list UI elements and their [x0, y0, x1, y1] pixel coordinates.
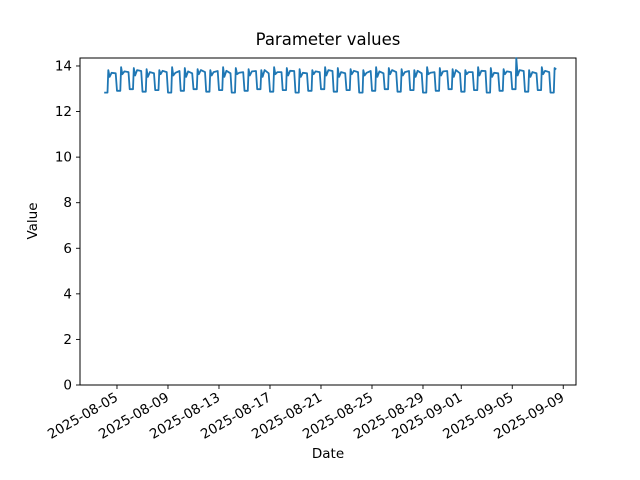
- y-tick-label: 12: [55, 104, 72, 120]
- y-tick-label: 2: [63, 332, 72, 348]
- y-tick-label: 8: [63, 195, 72, 211]
- chart-title: Parameter values: [255, 30, 401, 49]
- y-tick-label: 10: [55, 150, 72, 166]
- axes-frame: [79, 57, 577, 386]
- y-tick-label: 6: [63, 241, 72, 257]
- y-axis-label: Value: [25, 202, 41, 240]
- x-axis-label: Date: [311, 446, 345, 462]
- data-line: [104, 57, 557, 94]
- y-tick-label: 4: [63, 286, 72, 302]
- y-tick-label: 14: [55, 58, 72, 74]
- y-tick-label: 0: [63, 378, 72, 394]
